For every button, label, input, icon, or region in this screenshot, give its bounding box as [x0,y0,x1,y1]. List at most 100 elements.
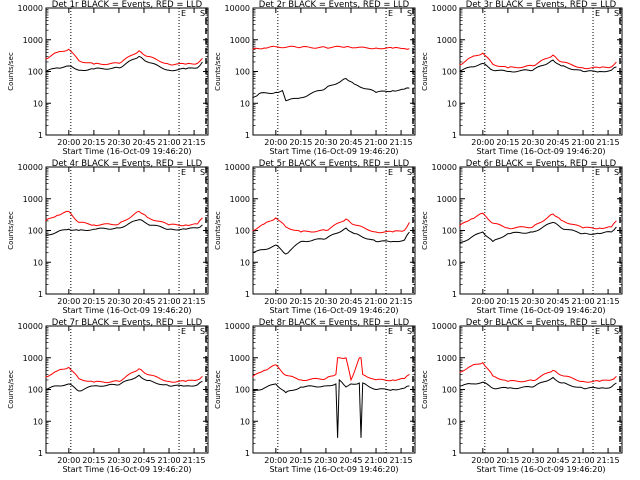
series-lld-line [252,45,410,50]
x-tick-label: 20:00 [264,297,287,306]
marker-s-label: S [614,9,619,18]
x-tick-label: 20:45 [546,456,569,465]
x-axis-label: Start Time (16-Oct-09 19:46:20) [62,306,191,315]
x-tick-label: 20:45 [546,297,569,306]
y-tick-label: 1000 [23,354,43,363]
series-events-line [45,55,203,72]
y-tick-label: 1000 [230,354,250,363]
y-tick-label: 100 [235,227,250,236]
x-axis-label: Start Time (16-Oct-09 19:46:20) [62,147,191,156]
marker-s-label: S [200,9,205,18]
x-axis-label: Start Time (16-Oct-09 19:46:20) [62,465,191,474]
y-tick-label: 1000 [437,36,457,45]
y-tick-label: 100 [28,227,43,236]
x-tick-label: 21:15 [183,297,206,306]
x-tick-label: 21:15 [597,456,620,465]
marker-s-label: S [200,168,205,177]
x-tick-label: 20:00 [471,297,494,306]
chart-panel-4: Det 4r BLACK = Events, RED = LLD 1 10 100 10… [7,159,209,315]
chart-title: Det 1r BLACK = Events, RED = LLD [52,0,203,10]
y-tick-label: 100 [442,386,457,395]
y-tick-label: 1 [245,131,250,140]
series-lld-line [45,210,203,227]
series-lld-line [459,212,617,230]
y-axis-label: Counts/sec [7,211,15,250]
x-tick-label: 21:00 [364,297,387,306]
x-tick-label: 21:15 [390,138,413,147]
x-tick-label: 20:15 [82,138,105,147]
y-tick-label: 10000 [432,322,457,331]
y-tick-label: 1 [38,131,43,140]
y-axis-label: Counts/sec [421,370,429,409]
marker-e-label: E [388,168,393,177]
marker-e-label: E [388,327,393,336]
plot-frame [252,7,416,136]
marker-e-label: E [181,327,186,336]
x-tick-label: 20:30 [107,456,130,465]
plot-frame [45,7,209,136]
series-events-line [252,378,410,438]
x-tick-label: 20:15 [496,138,519,147]
x-tick-label: 21:15 [597,138,620,147]
plot-frame [459,166,623,295]
series-events-line [459,59,617,73]
y-tick-label: 10000 [18,4,43,13]
y-axis-label: Counts/sec [421,52,429,91]
chart-title: Det 3r BLACK = Events, RED = LLD [466,0,617,10]
x-tick-label: 20:00 [264,456,287,465]
x-tick-label: 21:00 [364,138,387,147]
series-events-line [459,376,617,390]
y-axis-label: Counts/sec [214,52,222,91]
chart-title: Det 7r BLACK = Events, RED = LLD [52,318,203,328]
y-tick-label: 10 [240,258,250,267]
y-axis-label: Counts/sec [7,52,15,91]
series-lld-line [459,362,617,383]
y-tick-label: 10000 [18,322,43,331]
y-tick-label: 1000 [23,36,43,45]
y-tick-label: 100 [28,68,43,77]
series-lld-line [252,357,410,382]
x-axis-label: Start Time (16-Oct-09 19:46:20) [269,465,398,474]
y-tick-label: 100 [235,68,250,77]
marker-s-label: S [200,327,205,336]
series-lld-line [459,52,617,70]
chart-title: Det 4r BLACK = Events, RED = LLD [52,159,203,169]
x-tick-label: 21:15 [390,297,413,306]
x-tick-label: 20:45 [339,138,362,147]
plot-frame [459,325,623,454]
chart-panel-9: Det 9r BLACK = Events, RED = LLD 1 10 100 10… [421,318,623,474]
x-tick-label: 20:30 [314,456,337,465]
plot-frame [252,325,416,454]
chart-title: Det 8r BLACK = Events, RED = LLD [259,318,410,328]
x-tick-label: 20:15 [82,456,105,465]
y-axis-label: Counts/sec [214,211,222,250]
y-tick-label: 1 [452,131,457,140]
y-axis-label: Counts/sec [7,370,15,409]
x-tick-label: 20:15 [496,297,519,306]
y-tick-label: 1 [452,290,457,299]
y-tick-label: 10 [33,258,43,267]
chart-panel-7: Det 7r BLACK = Events, RED = LLD 1 10 100 10… [7,318,209,474]
x-tick-label: 21:00 [364,456,387,465]
x-tick-label: 20:15 [289,297,312,306]
x-tick-label: 20:30 [107,138,130,147]
series-events-line [252,77,410,102]
x-tick-label: 20:30 [521,138,544,147]
y-tick-label: 10 [240,417,250,426]
chart-title: Det 6r BLACK = Events, RED = LLD [466,159,617,169]
chart-title: Det 5r BLACK = Events, RED = LLD [259,159,410,169]
y-tick-label: 1 [245,449,250,458]
marker-e-label: E [181,168,186,177]
x-tick-label: 21:00 [157,297,180,306]
marker-s-label: S [614,168,619,177]
x-tick-label: 21:00 [157,138,180,147]
marker-e-label: E [595,327,600,336]
marker-s-label: S [407,327,412,336]
x-tick-label: 20:00 [471,456,494,465]
y-tick-label: 10 [447,258,457,267]
marker-s-label: S [407,168,412,177]
x-tick-label: 20:30 [521,456,544,465]
y-tick-label: 10000 [432,4,457,13]
series-lld-line [252,217,410,234]
x-axis-label: Start Time (16-Oct-09 19:46:20) [269,147,398,156]
